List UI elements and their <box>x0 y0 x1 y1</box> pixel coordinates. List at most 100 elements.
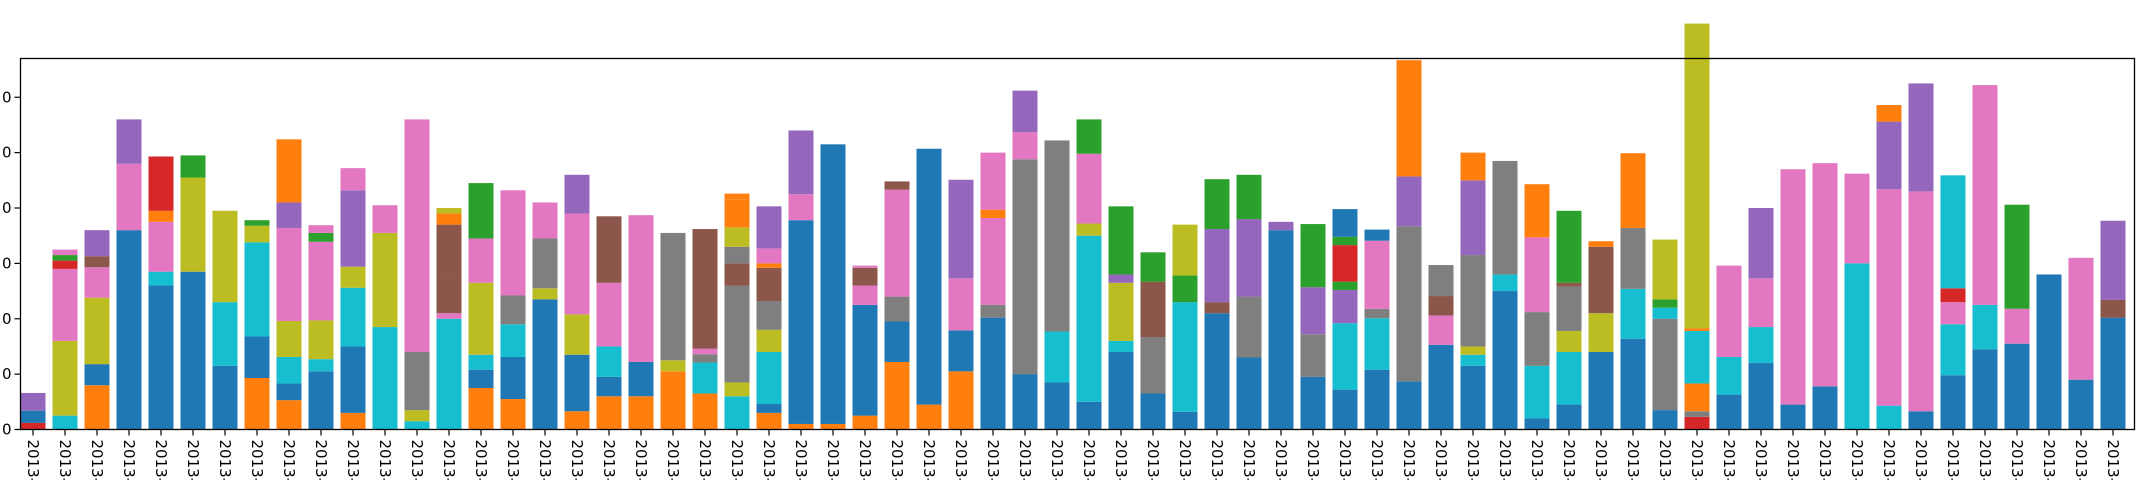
bar-segment-38-1 <box>1236 296 1262 358</box>
bar-segment-59-1 <box>1908 191 1934 412</box>
x-tick-label-50: 2013- <box>1624 440 1642 480</box>
bar-segment-60-4 <box>1940 175 1966 289</box>
x-tick-label-43: 2013- <box>1400 440 1418 480</box>
bar-segment-0-0 <box>20 422 46 430</box>
bar-segment-1-4 <box>52 255 78 261</box>
bar-segment-6-0 <box>212 365 238 430</box>
bar-segment-58-0 <box>1876 405 1902 430</box>
bar-segment-30-1 <box>980 304 1006 318</box>
bar-segment-31-3 <box>1012 90 1038 133</box>
bar-segment-34-2 <box>1108 282 1134 341</box>
x-tick-label-53: 2013- <box>1720 440 1738 480</box>
bar-segment-28-1 <box>916 148 942 405</box>
bar-segment-42-3 <box>1364 240 1390 309</box>
bar-segment-23-8 <box>756 206 782 249</box>
bar-segment-23-3 <box>756 329 782 352</box>
x-tick-label-23: 2013- <box>760 440 778 480</box>
bar-segment-54-0 <box>1748 363 1774 430</box>
bar-segment-35-3 <box>1140 252 1166 282</box>
bar-segment-16-3 <box>532 202 558 239</box>
x-tick-label-37: 2013- <box>1208 440 1226 480</box>
bar-segment-37-3 <box>1204 179 1230 230</box>
bar-segment-58-1 <box>1876 189 1902 406</box>
bar-segment-49-2 <box>1588 246 1614 314</box>
bar-segment-22-4 <box>724 246 750 264</box>
bar-segment-48-0 <box>1556 404 1582 430</box>
bar-segment-40-3 <box>1300 224 1326 288</box>
bar-segment-13-2 <box>436 274 462 314</box>
bar-segment-16-1 <box>532 288 558 300</box>
bar-segment-30-0 <box>980 317 1006 430</box>
bar-segment-18-0 <box>596 396 622 430</box>
x-tick-label-40: 2013- <box>1304 440 1322 480</box>
bar-segment-19-2 <box>628 215 654 362</box>
bar-segment-10-5 <box>340 168 366 191</box>
x-tick-label-6: 2013- <box>216 440 234 480</box>
bar-segment-8-0 <box>276 400 302 430</box>
bar-segment-51-2 <box>1652 307 1678 319</box>
x-tick-label-48: 2013- <box>1560 440 1578 480</box>
x-tick-label-30: 2013- <box>984 440 1002 480</box>
bar-segment-35-1 <box>1140 337 1166 394</box>
bar-segment-12-3 <box>404 119 430 352</box>
bar-segment-22-7 <box>724 193 750 200</box>
bar-segment-36-3 <box>1172 224 1198 276</box>
bar-segment-13-3 <box>436 224 462 275</box>
x-tick-label-14: 2013- <box>472 440 490 480</box>
bar-segment-30-4 <box>980 152 1006 210</box>
bar-segment-62-0 <box>2004 343 2030 430</box>
bar-segment-50-1 <box>1620 288 1646 339</box>
bar-segment-44-3 <box>1428 265 1454 297</box>
bar-segment-55-1 <box>1780 169 1806 405</box>
bar-segment-14-2 <box>468 354 494 370</box>
bar-segment-51-3 <box>1652 299 1678 308</box>
bar-segment-54-3 <box>1748 208 1774 279</box>
bar-segment-49-1 <box>1588 313 1614 352</box>
bar-segment-8-6 <box>276 139 302 203</box>
bar-segment-21-2 <box>692 354 718 363</box>
bar-segment-19-1 <box>628 361 654 397</box>
x-tick-label-10: 2013- <box>344 440 362 480</box>
bar-segment-30-3 <box>980 209 1006 218</box>
bar-segment-15-4 <box>500 190 526 296</box>
y-axis: 0 0 0 0 0 0 0 <box>2 88 21 439</box>
bar-segment-16-2 <box>532 238 558 289</box>
x-tick-label-20: 2013- <box>664 440 682 480</box>
x-tick-label-15: 2013- <box>504 440 522 480</box>
bar-segment-19-0 <box>628 396 654 430</box>
bar-segment-6-1 <box>212 302 238 366</box>
x-tick-label-46: 2013- <box>1496 440 1514 480</box>
bar-segment-7-3 <box>244 225 270 243</box>
bar-segment-32-0 <box>1044 382 1070 430</box>
bar-segment-40-0 <box>1300 376 1326 430</box>
bar-segment-33-2 <box>1076 223 1102 236</box>
bar-segment-14-3 <box>468 282 494 355</box>
bar-segment-51-0 <box>1652 410 1678 430</box>
bar-segment-18-1 <box>596 376 622 397</box>
bar-segment-47-3 <box>1524 237 1550 313</box>
bar-segment-46-1 <box>1492 274 1518 292</box>
bar-segment-2-2 <box>84 297 110 365</box>
bar-segment-22-5 <box>724 227 750 247</box>
bar-segment-22-1 <box>724 382 750 397</box>
bar-segment-54-2 <box>1748 278 1774 328</box>
bar-segment-26-1 <box>852 304 878 416</box>
x-tick-label-54: 2013- <box>1752 440 1770 480</box>
bar-segment-36-2 <box>1172 275 1198 303</box>
bar-segment-45-0 <box>1460 365 1486 430</box>
bar-segment-24-3 <box>788 130 814 195</box>
bar-segment-33-4 <box>1076 119 1102 154</box>
bar-segment-7-1 <box>244 336 270 378</box>
bar-segment-10-2 <box>340 287 366 347</box>
bar-segment-52-5 <box>1684 23 1710 329</box>
bar-segment-33-0 <box>1076 401 1102 430</box>
bar-segment-14-5 <box>468 183 494 239</box>
bar-segment-29-0 <box>948 371 974 430</box>
bar-segment-15-3 <box>500 295 526 325</box>
bar-segment-35-0 <box>1140 393 1166 430</box>
bar-segment-42-1 <box>1364 318 1390 370</box>
x-tick-label-9: 2013- <box>312 440 330 480</box>
bar-segment-60-3 <box>1940 288 1966 303</box>
x-tick-label-4: 2013- <box>152 440 170 480</box>
bar-segment-8-1 <box>276 383 302 401</box>
